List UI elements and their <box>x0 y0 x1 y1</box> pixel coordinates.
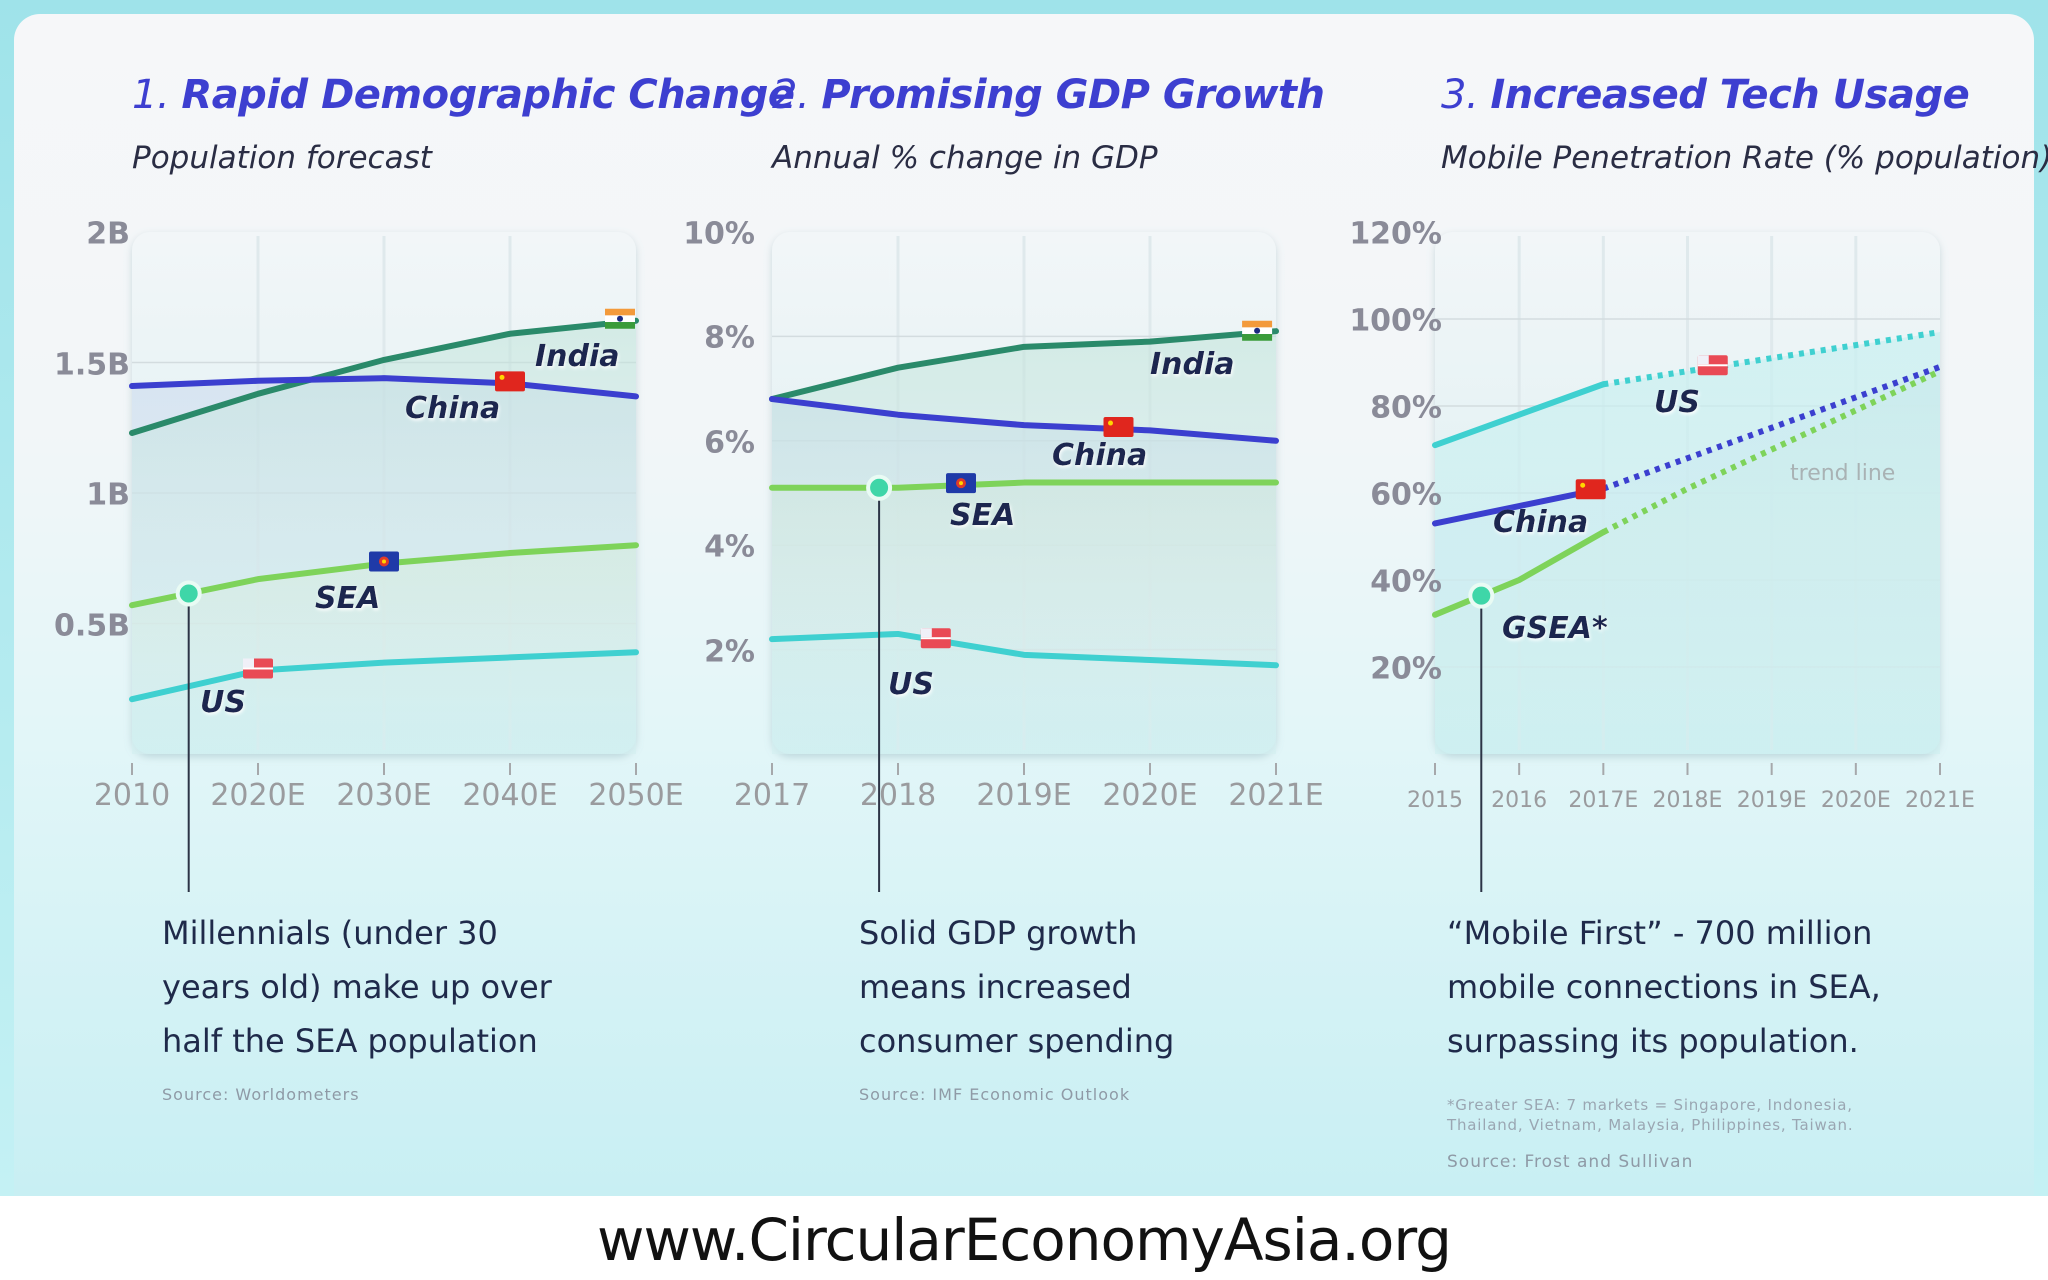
series-label-india: India <box>1150 347 1235 382</box>
flag-china-icon <box>1103 417 1134 438</box>
y-tick-label: 2% <box>704 634 755 670</box>
x-tick-label: 2050E <box>588 778 684 813</box>
series-label-india: India <box>535 339 620 374</box>
panel-3-subtitle: Mobile Penetration Rate (% population) <box>1441 140 2048 176</box>
y-tick-label: 6% <box>704 425 755 461</box>
flag-us-icon <box>243 658 273 679</box>
panel-1-subtitle: Population forecast <box>132 140 432 176</box>
y-tick-label: 80% <box>1370 390 1442 426</box>
panel-1-number: 1. <box>132 72 170 118</box>
y-tick-label: 20% <box>1370 651 1442 687</box>
series-label-us: US <box>888 667 934 702</box>
series-label-china: China <box>1052 438 1147 473</box>
website-footer[interactable]: www.CircularEconomyAsia.org <box>597 1206 1452 1274</box>
callout-marker <box>175 580 202 607</box>
flag-india-icon <box>605 308 635 329</box>
x-tick-label: 2030E <box>336 778 432 813</box>
flag-us-icon <box>920 628 951 649</box>
panel-3-number: 3. <box>1441 72 1479 118</box>
y-tick-label: 8% <box>704 320 755 356</box>
panel-1-title-text: Rapid Demographic Change <box>181 72 795 118</box>
panel-1-body: Millennials (under 30 years old) make up… <box>162 914 552 1060</box>
panel-3-footnote: *Greater SEA: 7 markets = Singapore, Ind… <box>1447 1096 1854 1134</box>
x-tick-label: 2017E <box>1568 788 1639 813</box>
chart-panel-1: India China SEA US <box>129 232 639 892</box>
series-label-sea: SEA <box>950 498 1015 533</box>
x-tick-label: 2010 <box>93 778 171 813</box>
y-tick-label: 120% <box>1349 216 1442 252</box>
panel-3-body: “Mobile First” - 700 million mobile conn… <box>1447 914 1881 1060</box>
area-us <box>1435 332 1940 754</box>
flag-us-icon <box>1697 355 1728 376</box>
x-tick-label: 2018E <box>1652 788 1723 813</box>
panel-2-body: Solid GDP growth means increased consume… <box>859 914 1175 1060</box>
x-tick-label: 2016 <box>1491 788 1548 813</box>
series-label-sea: SEA <box>315 581 380 616</box>
panel-2-source: Source: IMF Economic Outlook <box>859 1085 1131 1104</box>
panel-2-number: 2. <box>772 72 810 118</box>
y-tick-label: 1.5B <box>53 347 130 382</box>
x-tick-label: 2019E <box>1736 788 1807 813</box>
y-tick-label: 1B <box>86 477 130 513</box>
x-tick-label: 2019E <box>976 778 1072 813</box>
x-tick-label: 2015 <box>1407 788 1463 813</box>
trend-line-annotation: trend line <box>1790 461 1895 486</box>
y-tick-label: 40% <box>1370 564 1442 600</box>
x-tick-label: 2020E <box>1102 778 1198 813</box>
area-india <box>772 331 1276 754</box>
callout-marker <box>1468 582 1495 609</box>
area-india <box>132 320 636 754</box>
panel-3-title: 3. Increased Tech Usage <box>1441 72 1970 118</box>
panel-2-title-text: Promising GDP Growth <box>821 72 1325 118</box>
callout-marker <box>866 474 893 501</box>
series-label-china: China <box>1493 505 1588 540</box>
panel-3-title-text: Increased Tech Usage <box>1490 72 1970 118</box>
y-tick-label: 4% <box>704 529 755 565</box>
flag-asean-icon <box>946 473 976 494</box>
series-label-us: US <box>1654 385 1700 420</box>
x-tick-label: 2040E <box>462 778 558 813</box>
x-tick-label: 2017 <box>733 778 811 813</box>
y-tick-label: 100% <box>1349 303 1442 339</box>
chart-panel-3: US China GSEA* trend line <box>1432 232 1942 892</box>
flag-asean-icon <box>369 551 399 572</box>
flag-india-icon <box>1242 320 1273 341</box>
series-label-china: China <box>405 391 500 426</box>
x-tick-label: 2018 <box>859 778 937 813</box>
y-tick-label: 2B <box>86 216 130 252</box>
x-tick-label: 2020E <box>1820 788 1891 813</box>
y-tick-label: 60% <box>1370 477 1442 513</box>
x-tick-label: 2020E <box>210 778 306 813</box>
y-tick-label: 0.5B <box>53 608 130 643</box>
panel-3-source: Source: Frost and Sullivan <box>1447 1152 1694 1172</box>
panel-2-subtitle: Annual % change in GDP <box>772 140 1158 176</box>
x-tick-label: 2021E <box>1228 778 1324 813</box>
panel-2-title: 2. Promising GDP Growth <box>772 72 1325 118</box>
panel-1-title: 1. Rapid Demographic Change <box>132 72 795 118</box>
series-label-us: US <box>200 685 246 720</box>
y-tick-label: 10% <box>683 216 755 252</box>
flag-china-icon <box>495 371 525 392</box>
flag-china-icon <box>1575 479 1606 500</box>
x-tick-label: 2021E <box>1905 788 1975 813</box>
series-label-sea: GSEA* <box>1502 611 1608 646</box>
chart-panel-2: India China SEA US <box>769 232 1279 892</box>
panel-1-source: Source: Worldometers <box>162 1085 360 1104</box>
trend-line-us <box>1602 329 1941 388</box>
